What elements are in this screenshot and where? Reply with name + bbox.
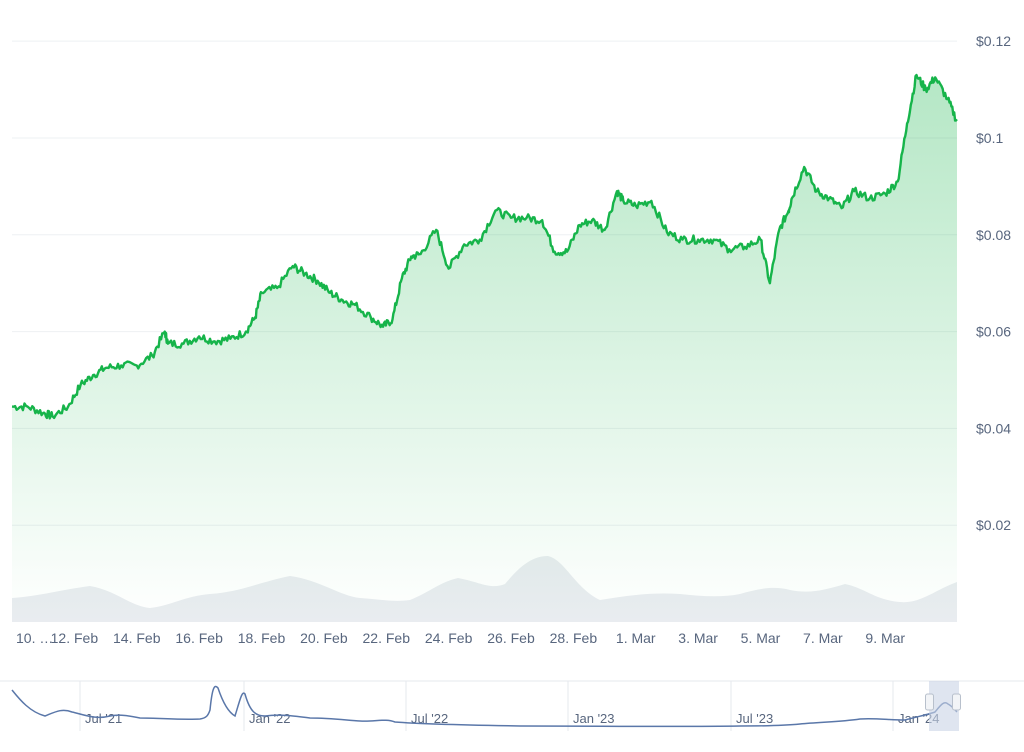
x-tick-label: 20. Feb <box>300 630 348 646</box>
y-tick-label: $0.08 <box>976 227 1011 243</box>
navigator-label: Jul '22 <box>411 711 448 726</box>
x-tick-label: 12. Feb <box>51 630 99 646</box>
navigator-handle-right[interactable] <box>952 693 961 711</box>
x-tick-label: 10. … <box>16 630 53 646</box>
x-tick-label: 22. Feb <box>363 630 411 646</box>
y-tick-label: $0.04 <box>976 420 1011 436</box>
x-tick-label: 3. Mar <box>678 630 718 646</box>
navigator[interactable]: Jul '21 Jan '22 Jul '22 Jan '23 Jul '23 Jan '… <box>0 680 1024 731</box>
x-tick-label: 26. Feb <box>487 630 535 646</box>
x-tick-label: 14. Feb <box>113 630 161 646</box>
navigator-label: Jul '21 <box>85 711 122 726</box>
x-tick-label: 18. Feb <box>238 630 286 646</box>
x-tick-label: 7. Mar <box>803 630 843 646</box>
y-tick-label: $0.1 <box>976 130 1003 146</box>
y-tick-label: $0.12 <box>976 33 1011 49</box>
x-tick-label: 9. Mar <box>865 630 905 646</box>
price-line <box>11 73 958 420</box>
x-tick-label: 28. Feb <box>550 630 598 646</box>
navigator-label: Jan '23 <box>573 711 615 726</box>
x-tick-label: 24. Feb <box>425 630 473 646</box>
navigator-handle-left[interactable] <box>925 693 934 711</box>
y-tick-label: $0.02 <box>976 517 1011 533</box>
price-area-fill <box>12 75 957 622</box>
x-tick-label: 1. Mar <box>616 630 656 646</box>
x-tick-label: 16. Feb <box>175 630 223 646</box>
navigator-line <box>11 685 958 728</box>
navigator-label: Jul '23 <box>736 711 773 726</box>
y-tick-label: $0.06 <box>976 324 1011 340</box>
x-axis-ticks: 10. …12. Feb 14. Feb 16. Feb 18. Feb 20. Feb… <box>16 630 905 646</box>
x-tick-label: 5. Mar <box>741 630 781 646</box>
y-axis-ticks: $0.12 $0.1 $0.08 $0.06 $0.04 $0.02 <box>976 33 1011 533</box>
